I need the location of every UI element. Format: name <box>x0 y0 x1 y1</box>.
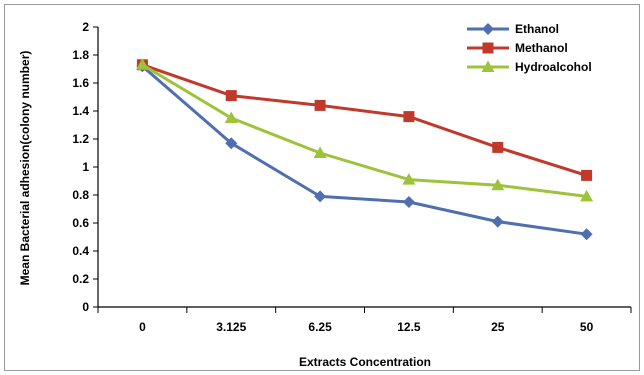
legend: Ethanol Methanol Hydroalcohol <box>467 22 592 74</box>
data-point <box>314 99 326 111</box>
legend-marker <box>481 60 495 72</box>
data-point <box>580 228 593 241</box>
y-axis-title: Mean Bacterial adhesion(colony number) <box>18 51 32 286</box>
data-point <box>313 146 327 158</box>
data-point <box>580 189 594 202</box>
legend-label: Methanol <box>515 41 568 55</box>
series-line <box>141 63 588 177</box>
y-tick-label: 0 <box>82 300 89 314</box>
data-point <box>581 169 593 181</box>
y-tick-label: 0.4 <box>72 244 89 258</box>
series-line <box>141 63 587 198</box>
line-chart: 0 0.2 0.4 0.6 0.8 1 1.2 1.4 1.6 1.8 2 0 3.125 6.25 12… <box>18 20 632 369</box>
x-tick-labels: 0 3.125 6.25 12.5 25 50 <box>139 320 594 334</box>
data-point <box>402 173 416 185</box>
y-tick-label: 1.4 <box>72 104 89 118</box>
x-axis-title: Extracts Concentration <box>299 355 431 369</box>
data-point <box>491 215 504 228</box>
data-point <box>402 196 415 208</box>
chart-frame: 0 0.2 0.4 0.6 0.8 1 1.2 1.4 1.6 1.8 2 0 3.125 6.25 12… <box>4 4 640 371</box>
y-tick-label: 0.6 <box>72 216 89 230</box>
y-tick-labels: 0 0.2 0.4 0.6 0.8 1 1.2 1.4 1.6 1.8 2 <box>72 20 89 314</box>
y-tick-label: 1 <box>82 160 89 174</box>
y-tick-label: 0.2 <box>72 272 89 286</box>
data-point <box>135 58 149 70</box>
data-point <box>224 111 238 123</box>
data-point <box>225 90 237 102</box>
legend-item: Methanol <box>467 41 568 55</box>
data-point <box>403 111 415 123</box>
series-line <box>141 65 587 236</box>
x-tick-label: 25 <box>491 320 505 334</box>
series-hydroalcohol <box>135 58 594 202</box>
y-tick-label: 1.8 <box>72 48 89 62</box>
y-tick-label: 2 <box>82 20 89 34</box>
x-tick-label: 0 <box>139 320 146 334</box>
legend-marker <box>482 42 494 54</box>
x-tick-label: 3.125 <box>216 320 246 334</box>
x-tick-label: 12.5 <box>397 320 421 334</box>
y-tick-label: 1.6 <box>72 76 89 90</box>
legend-label: Ethanol <box>515 22 559 36</box>
data-point <box>314 190 327 203</box>
x-tick-label: 50 <box>580 320 594 334</box>
legend-item: Hydroalcohol <box>467 60 592 74</box>
legend-label: Hydroalcohol <box>515 60 592 74</box>
y-tick-label: 0.8 <box>72 188 89 202</box>
data-point <box>225 137 238 150</box>
x-tick-label: 6.25 <box>308 320 332 334</box>
legend-item: Ethanol <box>467 22 559 36</box>
chart-axes <box>93 26 632 313</box>
legend-marker <box>482 23 494 35</box>
data-point <box>492 141 504 153</box>
y-tick-label: 1.2 <box>72 132 89 146</box>
data-point <box>491 178 505 191</box>
series-layer <box>135 58 594 241</box>
